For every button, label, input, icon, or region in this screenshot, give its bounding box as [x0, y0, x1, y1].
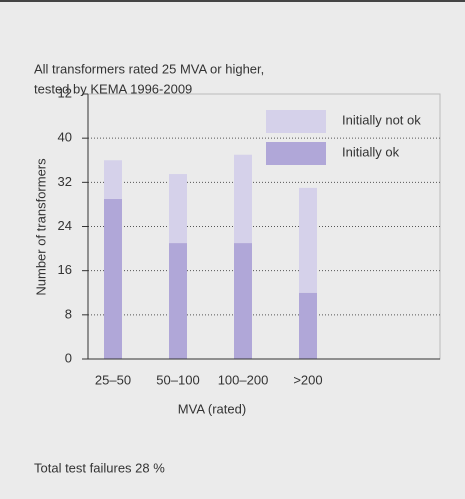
x-tick-label: 50–100 — [156, 372, 199, 387]
footnote: Total test failures 28 % — [34, 460, 165, 475]
legend-swatch — [266, 142, 326, 165]
title-line: tested by KEMA 1996-2009 — [34, 81, 192, 96]
legend-label: Initially ok — [342, 144, 400, 159]
title-line: All transformers rated 25 MVA or higher, — [34, 61, 264, 76]
legend-label: Initially not ok — [342, 112, 421, 127]
y-tick-label: 12 — [58, 85, 72, 100]
y-axis-label: Number of transformers — [33, 158, 48, 296]
bar-segment — [234, 154, 252, 244]
y-tick-label: 32 — [58, 174, 72, 189]
x-tick-label: 25–50 — [95, 372, 131, 387]
bar-segment — [169, 174, 187, 244]
x-axis-label: MVA (rated) — [178, 401, 246, 416]
bar-segment — [234, 243, 252, 359]
y-tick-label: 40 — [58, 130, 72, 145]
x-tick-label: >200 — [293, 372, 322, 387]
y-tick-label: 24 — [58, 218, 72, 233]
bar-segment — [299, 187, 317, 293]
bar-segment — [169, 243, 187, 359]
x-tick-label: 100–200 — [218, 372, 269, 387]
bar-segment — [104, 198, 122, 359]
y-tick-label: 8 — [65, 306, 72, 321]
legend-swatch — [266, 110, 326, 133]
y-tick-label: 16 — [58, 262, 72, 277]
y-tick-label: 0 — [65, 350, 72, 365]
bar-segment — [104, 160, 122, 199]
bar-segment — [299, 292, 317, 359]
